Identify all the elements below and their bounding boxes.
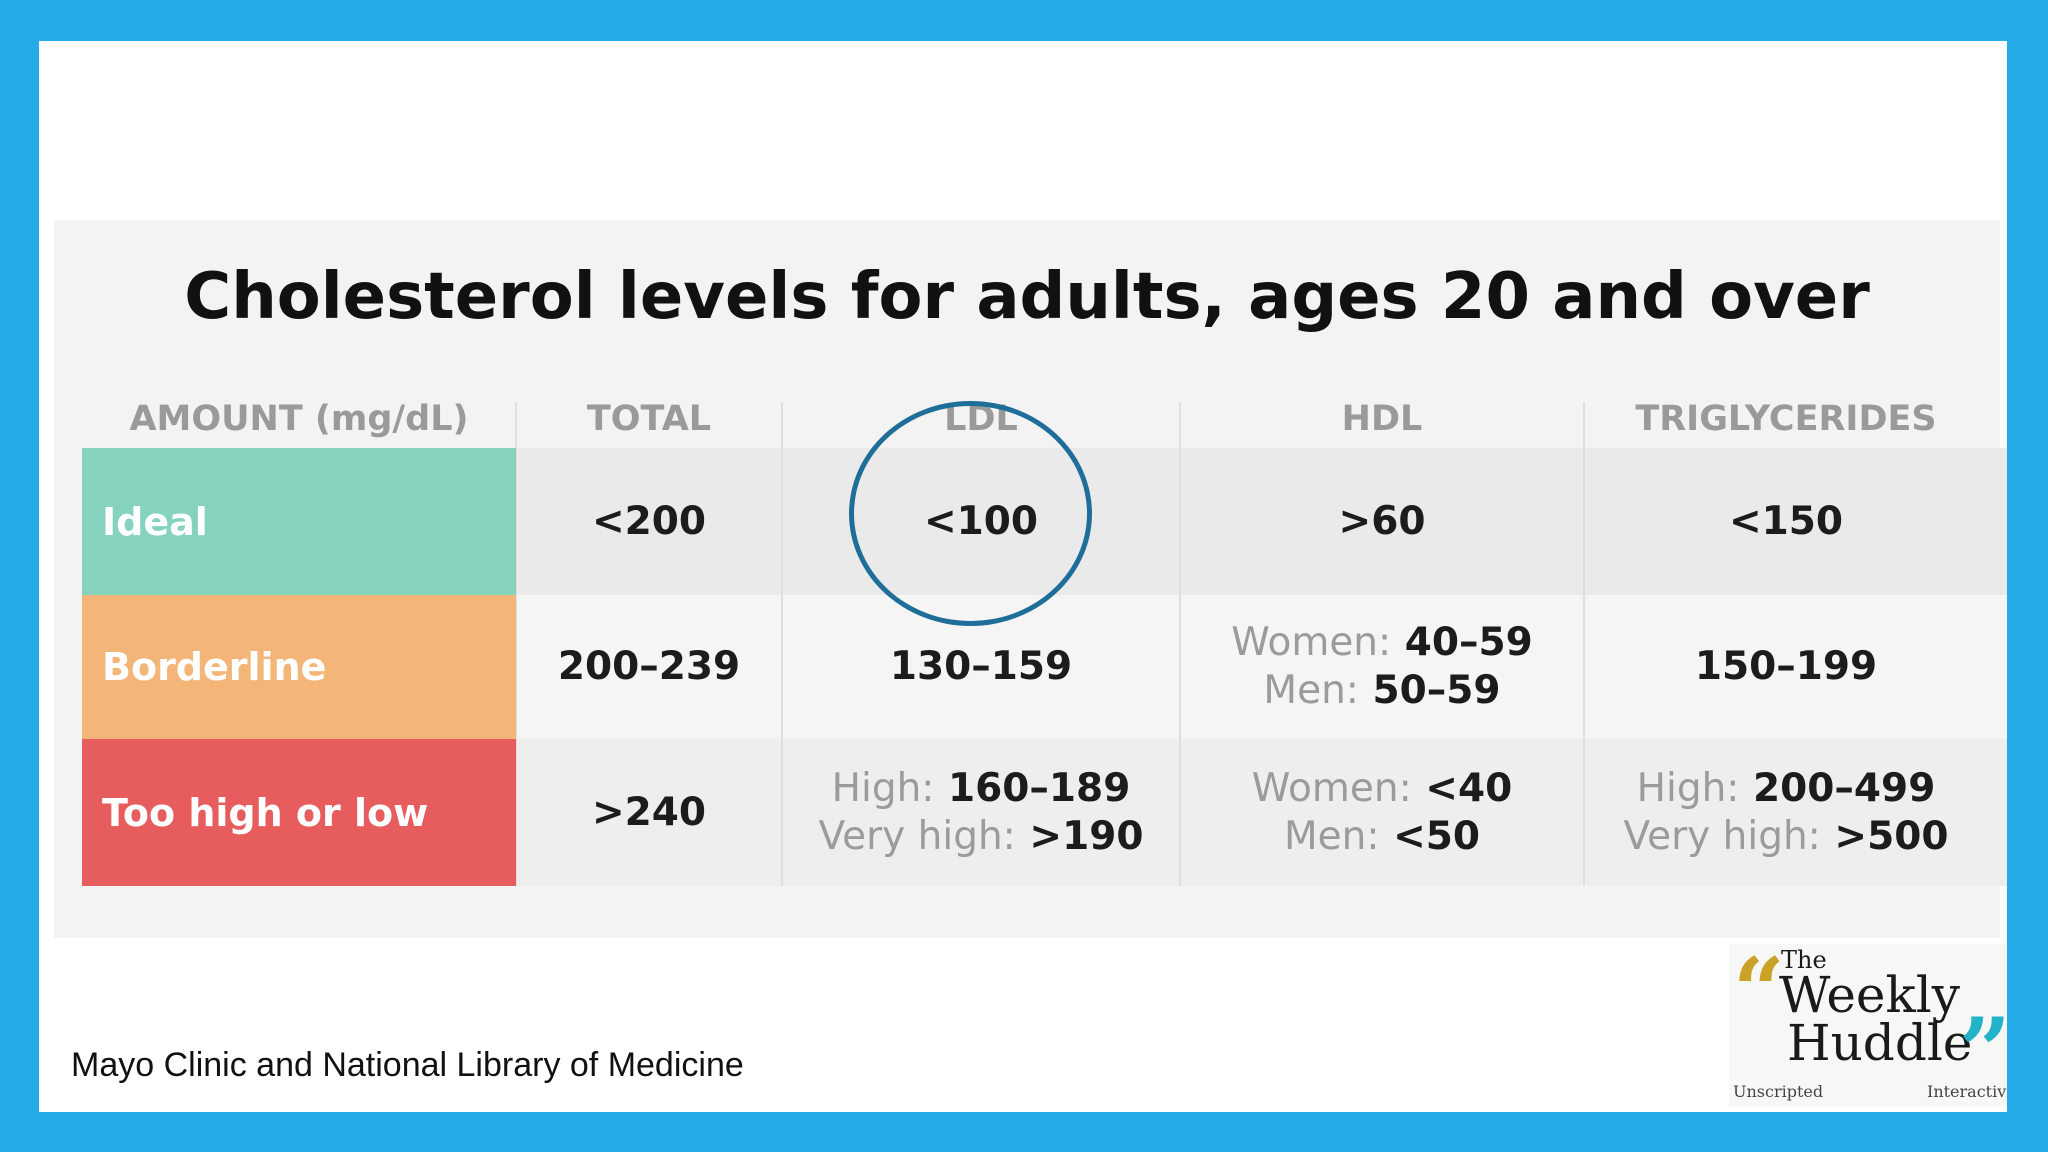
cell-ideal-total: <200: [591, 498, 707, 544]
source-caption: Mayo Clinic and National Library of Medi…: [71, 1046, 744, 1084]
row-bg-ideal: [516, 448, 2007, 595]
cell-borderline-total: 200–239: [557, 644, 741, 689]
column-divider: [1583, 402, 1585, 886]
very-high-value: >500: [1834, 813, 1949, 859]
column-divider: [781, 402, 783, 886]
cell-high-triglycerides: High: 200–499 Very high: >500: [1584, 739, 1988, 886]
cell-line: Women: <40: [1252, 765, 1513, 813]
logo-huddle: Huddle: [1787, 1014, 1973, 1072]
men-label: Men:: [1263, 668, 1359, 713]
very-high-label: Very high:: [1623, 813, 1821, 859]
very-high-label: Very high:: [818, 813, 1016, 859]
header-triglycerides: TRIGLYCERIDES: [1635, 399, 1937, 439]
header-hdl: HDL: [1341, 399, 1423, 439]
cell-ideal-triglycerides: <150: [1728, 498, 1844, 544]
cell-line: Very high: >500: [1624, 813, 1949, 861]
logo-tag-right: Interactive: [1927, 1082, 2007, 1101]
men-label: Men:: [1283, 813, 1380, 859]
cell-borderline-hdl: Women: 40–59 Men: 50–59: [1180, 595, 1584, 739]
chart-title: Cholesterol levels for adults, ages 20 a…: [184, 260, 1870, 334]
weekly-huddle-logo: “ The Weekly Huddle ” Unscripted Interac…: [1729, 938, 2007, 1106]
cell-line: Women: 40–59: [1231, 619, 1533, 667]
open-quote-icon: “: [1733, 938, 1785, 1044]
logo-weekly: Weekly: [1779, 966, 1961, 1024]
cell-high-ldl: High: 160–189 Very high: >190: [782, 739, 1180, 886]
header-total: TOTAL: [586, 399, 712, 439]
men-value: <50: [1393, 813, 1481, 859]
high-value: 200–499: [1753, 765, 1936, 811]
high-label: High:: [831, 765, 935, 811]
logo-tag-left: Unscripted: [1733, 1082, 1824, 1101]
slide: Cholesterol levels for adults, ages 20 a…: [39, 41, 2007, 1112]
row-label-borderline: Borderline: [82, 595, 516, 739]
cell-line: Very high: >190: [819, 813, 1144, 861]
row-bg-high: [516, 739, 2007, 886]
cell-ideal-hdl: >60: [1338, 498, 1426, 544]
row-label-ideal: Ideal: [82, 448, 516, 595]
women-label: Women:: [1231, 620, 1392, 665]
women-value: 40–59: [1404, 620, 1533, 665]
cell-borderline-triglycerides: 150–199: [1694, 644, 1878, 689]
very-high-value: >190: [1029, 813, 1144, 859]
cell-line: High: 160–189: [832, 765, 1131, 813]
header-amount: AMOUNT (mg/dL): [129, 399, 469, 439]
cholesterol-chart-panel: Cholesterol levels for adults, ages 20 a…: [54, 220, 2007, 938]
cell-line: Men: 50–59: [1263, 667, 1500, 715]
ldl-highlight-circle: [849, 401, 1092, 626]
cell-line: Men: <50: [1284, 813, 1480, 861]
men-value: 50–59: [1372, 668, 1501, 713]
row-bg-borderline: [516, 595, 2007, 739]
women-label: Women:: [1251, 765, 1412, 811]
column-divider: [515, 402, 517, 886]
cell-line: High: 200–499: [1637, 765, 1936, 813]
row-label-too-high-or-low: Too high or low: [82, 739, 516, 886]
women-value: <40: [1425, 765, 1513, 811]
cell-high-total: >240: [591, 789, 707, 835]
logo-the: The: [1781, 946, 1827, 974]
high-value: 160–189: [948, 765, 1131, 811]
cell-high-hdl: Women: <40 Men: <50: [1180, 739, 1584, 886]
high-label: High:: [1636, 765, 1740, 811]
close-quote-icon: ”: [1959, 998, 2007, 1104]
column-divider: [1179, 402, 1181, 886]
cell-borderline-ldl: 130–159: [889, 644, 1073, 689]
